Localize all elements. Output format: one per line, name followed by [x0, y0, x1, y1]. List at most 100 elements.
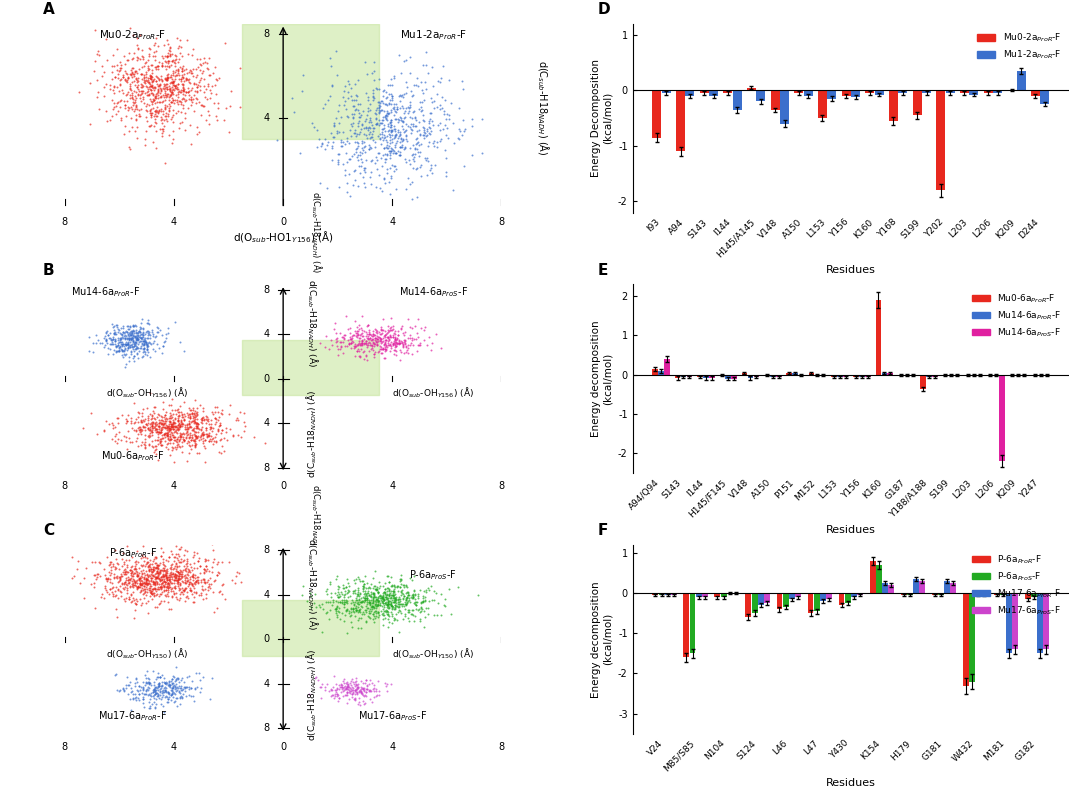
Point	[133, 436, 150, 448]
Point	[229, 428, 246, 441]
Point	[154, 125, 172, 137]
Point	[346, 165, 363, 178]
Point	[173, 417, 190, 430]
Point	[407, 79, 424, 92]
Point	[135, 335, 152, 347]
Point	[148, 105, 165, 118]
Point	[164, 54, 181, 66]
Point	[159, 110, 176, 122]
Point	[188, 547, 205, 559]
Point	[132, 80, 149, 93]
Point	[152, 542, 170, 555]
Point	[338, 596, 355, 609]
Point	[125, 47, 143, 59]
Point	[400, 339, 417, 352]
Point	[355, 127, 373, 140]
Point	[159, 327, 176, 339]
Point	[369, 585, 387, 598]
Point	[356, 592, 374, 604]
Point	[208, 558, 226, 570]
Point	[382, 118, 400, 131]
Point	[423, 337, 441, 350]
Point	[194, 574, 212, 586]
Point	[163, 687, 180, 700]
Point	[95, 332, 112, 345]
Point	[167, 443, 185, 455]
Point	[346, 693, 363, 705]
Point	[178, 432, 195, 444]
Point	[391, 598, 408, 611]
Point	[374, 608, 391, 621]
Point	[121, 142, 138, 155]
Point	[148, 693, 165, 705]
Point	[422, 107, 440, 119]
Point	[144, 82, 161, 95]
Point	[328, 126, 346, 139]
Point	[362, 674, 379, 686]
Point	[127, 413, 145, 426]
Point	[370, 99, 388, 111]
Point	[170, 578, 187, 591]
Point	[350, 336, 367, 349]
Bar	[724, 90, 732, 93]
Point	[407, 320, 424, 332]
Point	[154, 105, 172, 118]
Point	[192, 423, 210, 436]
Point	[145, 343, 162, 356]
Bar	[775, 375, 782, 377]
Point	[183, 690, 200, 702]
Point	[368, 338, 386, 351]
Point	[147, 600, 164, 613]
Point	[370, 104, 388, 117]
Point	[109, 331, 126, 344]
Point	[406, 615, 423, 627]
Point	[103, 338, 120, 350]
Point	[235, 420, 253, 432]
Point	[404, 118, 421, 130]
Point	[362, 337, 379, 350]
Point	[104, 110, 121, 122]
Point	[207, 73, 225, 85]
Point	[149, 60, 166, 73]
Point	[171, 95, 188, 108]
Point	[180, 89, 198, 102]
Point	[111, 341, 129, 353]
Point	[172, 73, 189, 86]
Point	[149, 438, 166, 451]
Point	[355, 122, 373, 134]
Point	[123, 595, 140, 608]
Point	[350, 596, 367, 608]
Point	[183, 577, 200, 589]
Point	[141, 702, 159, 715]
Point	[160, 573, 177, 585]
Point	[179, 411, 197, 424]
Point	[235, 416, 253, 428]
Point	[291, 147, 308, 159]
Point	[153, 95, 171, 108]
Point	[377, 131, 394, 144]
Point	[335, 91, 352, 103]
Point	[107, 341, 124, 353]
Point	[328, 608, 346, 621]
Point	[151, 686, 168, 698]
Point	[139, 684, 157, 697]
Point	[386, 325, 403, 338]
Point	[374, 332, 391, 345]
Point	[192, 415, 210, 428]
Point	[137, 326, 154, 338]
Point	[141, 693, 159, 705]
Point	[181, 566, 199, 578]
Point	[338, 573, 355, 585]
Point	[463, 148, 481, 161]
Point	[150, 73, 167, 86]
Point	[145, 50, 162, 62]
Point	[161, 423, 178, 436]
Text: 4: 4	[264, 590, 270, 600]
Point	[149, 428, 166, 440]
Point	[167, 404, 185, 417]
Point	[125, 337, 143, 350]
Point	[346, 148, 363, 161]
Point	[389, 135, 406, 148]
Point	[148, 425, 165, 438]
Point	[373, 605, 390, 618]
